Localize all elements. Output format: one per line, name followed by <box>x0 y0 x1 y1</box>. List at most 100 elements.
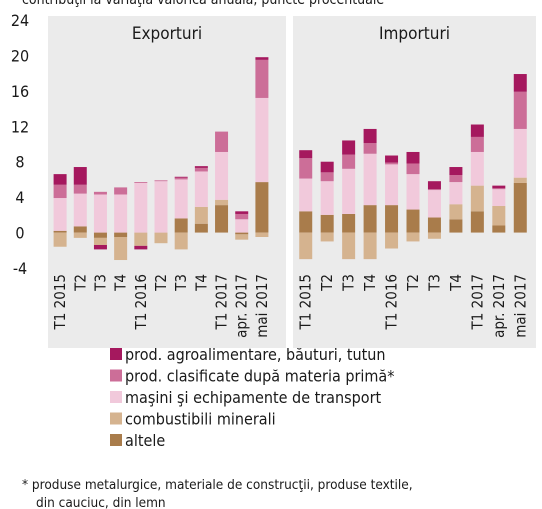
bar-segment <box>320 161 334 173</box>
bar-segment <box>320 214 334 233</box>
x-tick-label: T2 <box>71 274 89 292</box>
bar-segment <box>174 232 188 250</box>
bar-segment <box>174 177 188 180</box>
y-tick-label: 20 <box>11 46 29 65</box>
bar-segment <box>114 194 128 233</box>
x-tick-label: apr. 2017 <box>490 274 508 338</box>
bar-segment <box>320 181 334 215</box>
x-tick-label: T4 <box>447 274 465 292</box>
bar-segment <box>492 185 506 189</box>
bar-segment <box>385 164 399 206</box>
bar-segment <box>215 151 229 200</box>
bar-segment <box>513 74 527 92</box>
bar-segment <box>492 225 506 233</box>
bar-segment <box>299 150 313 159</box>
bar-segment <box>385 162 399 165</box>
legend-label: prod. clasificate după materia primă* <box>125 367 394 386</box>
bar-segment <box>449 182 463 205</box>
bar-segment <box>255 59 269 98</box>
bar-segment <box>406 209 420 233</box>
bar-segment <box>73 226 87 233</box>
legend-label: altele <box>125 431 165 450</box>
panel-title: Importuri <box>379 24 450 44</box>
bar-segment <box>363 143 377 154</box>
bar-segment <box>194 166 208 168</box>
bar-segment <box>342 154 356 169</box>
bar-segment <box>174 176 188 178</box>
bar-segment <box>215 205 229 233</box>
x-tick-label: T2 <box>404 274 422 292</box>
bar-segment <box>299 178 313 212</box>
bar-segment <box>470 185 484 212</box>
x-tick-label: T3 <box>91 274 109 292</box>
x-tick-label: T1 2017 <box>213 274 231 330</box>
bar-segment <box>470 151 484 186</box>
footnote: * produse metalurgice, materiale de cons… <box>22 477 413 493</box>
bar-segment <box>470 211 484 233</box>
bar-segment <box>342 213 356 233</box>
y-tick-label: 0 <box>15 224 24 243</box>
legend-swatch <box>110 348 122 360</box>
x-tick-label: T4 <box>361 274 379 292</box>
bar-segment <box>73 184 87 194</box>
bar-segment <box>406 174 420 210</box>
bar-segment <box>363 205 377 233</box>
bar-segment <box>255 182 269 233</box>
bar-segment <box>470 124 484 137</box>
bar-segment <box>53 184 67 199</box>
bar-segment <box>492 188 506 190</box>
bar-segment <box>470 136 484 152</box>
bar-segment <box>134 182 148 183</box>
x-tick-label: T1 2015 <box>297 274 315 330</box>
bar-segment <box>513 182 527 233</box>
bar-segment <box>513 128 527 178</box>
bar-segment <box>215 199 229 206</box>
bar-segment <box>513 177 527 183</box>
bar-segment <box>93 194 107 233</box>
bar-segment <box>53 198 67 231</box>
bar-segment <box>385 205 399 233</box>
bar-segment <box>235 232 249 235</box>
legend-label: maşini şi echipamente de transport <box>125 388 381 407</box>
bar-segment <box>255 97 269 183</box>
x-tick-label: T3 <box>340 274 358 292</box>
bar-segment <box>134 182 148 233</box>
legend-swatch <box>110 412 122 425</box>
legend-label: prod. agroalimentare, băuturi, tutun <box>125 345 386 364</box>
bar-segment <box>215 131 229 152</box>
x-tick-label: T2 <box>318 274 336 292</box>
bar-segment <box>513 91 527 129</box>
bar-segment <box>255 232 269 237</box>
bar-segment <box>427 217 441 233</box>
x-tick-label: mai 2017 <box>511 274 529 338</box>
panel-title: Exporturi <box>132 24 202 44</box>
x-tick-label: T3 <box>172 274 190 292</box>
bar-segment <box>174 179 188 219</box>
bar-segment <box>235 211 249 214</box>
x-tick-label: apr. 2017 <box>233 274 251 338</box>
bar-segment <box>427 181 441 190</box>
bar-segment <box>194 223 208 233</box>
bar-segment <box>363 232 377 260</box>
bar-segment <box>154 232 168 244</box>
bar-segment <box>73 167 87 185</box>
bar-segment <box>449 204 463 220</box>
bar-segment <box>385 232 399 249</box>
bar-segment <box>114 237 128 261</box>
bar-segment <box>194 167 208 172</box>
bar-segment <box>320 232 334 242</box>
footnote: din cauciuc, din lemn <box>36 495 166 509</box>
x-tick-label: mai 2017 <box>253 274 271 338</box>
bar-segment <box>427 190 441 218</box>
y-tick-label: 8 <box>15 153 24 172</box>
bar-segment <box>492 206 506 226</box>
bar-segment <box>194 171 208 207</box>
bar-segment <box>255 57 269 60</box>
y-tick-label: 4 <box>15 188 24 207</box>
bar-segment <box>235 234 249 240</box>
y-tick-label: 12 <box>11 117 29 136</box>
bar-segment <box>449 167 463 175</box>
x-tick-label: T4 <box>112 274 130 292</box>
bar-segment <box>342 232 356 260</box>
bar-segment <box>492 189 506 206</box>
